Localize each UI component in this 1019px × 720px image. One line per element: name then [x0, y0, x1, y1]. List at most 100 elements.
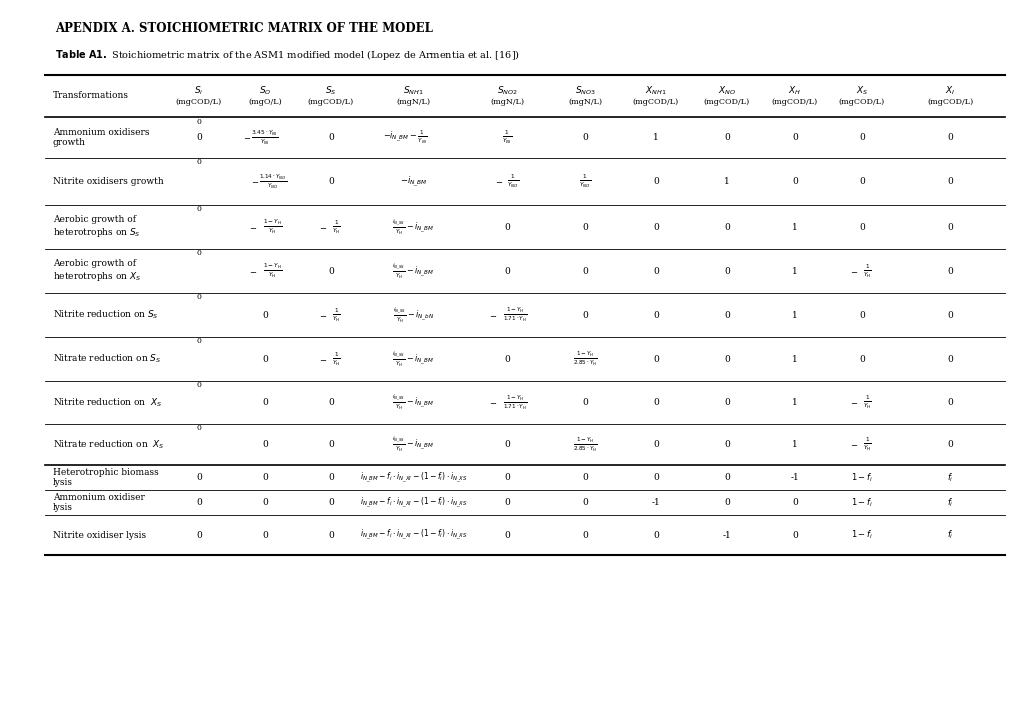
Text: 0: 0 — [723, 354, 730, 364]
Text: $\frac{1}{Y_H}$: $\frac{1}{Y_H}$ — [862, 394, 870, 411]
Text: (mgN/L): (mgN/L) — [490, 98, 524, 106]
Text: (mgCOD/L): (mgCOD/L) — [703, 98, 749, 106]
Text: $\frac{1}{Y_H}$: $\frac{1}{Y_H}$ — [862, 262, 870, 280]
Text: $-i_{N\_BM}$: $-i_{N\_BM}$ — [399, 174, 427, 189]
Text: 0: 0 — [582, 266, 587, 276]
Text: 1: 1 — [792, 440, 797, 449]
Text: $X_S$: $X_S$ — [855, 85, 867, 97]
Text: 0: 0 — [652, 310, 658, 320]
Text: 0: 0 — [197, 337, 201, 345]
Text: 0: 0 — [197, 249, 201, 257]
Text: 0: 0 — [262, 398, 268, 407]
Text: 0: 0 — [504, 531, 510, 539]
Text: $f_i$: $f_i$ — [947, 528, 953, 541]
Text: $-$: $-$ — [489, 398, 497, 407]
Text: 0: 0 — [652, 177, 658, 186]
Text: 0: 0 — [652, 266, 658, 276]
Text: $\frac{1}{Y_H}$: $\frac{1}{Y_H}$ — [331, 306, 340, 324]
Text: 1: 1 — [792, 266, 797, 276]
Text: (mgN/L): (mgN/L) — [568, 98, 601, 106]
Text: $S_{NO2}$: $S_{NO2}$ — [496, 85, 518, 97]
Text: Ammonium oxidiser
lysis: Ammonium oxidiser lysis — [53, 492, 145, 512]
Text: 1: 1 — [792, 222, 797, 232]
Text: -1: -1 — [790, 473, 799, 482]
Text: Nitrate reduction on $S_S$: Nitrate reduction on $S_S$ — [53, 353, 161, 365]
Text: (mgN/L): (mgN/L) — [396, 98, 430, 106]
Text: 0: 0 — [723, 398, 730, 407]
Text: 0: 0 — [947, 222, 953, 232]
Text: Nitrite reduction on $S_S$: Nitrite reduction on $S_S$ — [53, 309, 159, 321]
Text: $-$: $-$ — [319, 355, 327, 363]
Text: 0: 0 — [262, 354, 268, 364]
Text: 0: 0 — [947, 177, 953, 186]
Text: $-$: $-$ — [249, 267, 257, 275]
Text: $-$: $-$ — [249, 223, 257, 231]
Text: $i_{N\_BM}-f_i\cdot i_{N\_XI}-(1-f_i)\cdot i_{N\_XS}$: $i_{N\_BM}-f_i\cdot i_{N\_XI}-(1-f_i)\cd… — [360, 528, 467, 542]
Text: 0: 0 — [652, 222, 658, 232]
Text: $\frac{i_{N\_SS}}{Y_H}-i_{N\_BM}$: $\frac{i_{N\_SS}}{Y_H}-i_{N\_BM}$ — [392, 393, 434, 412]
Text: $\frac{i_{N\_SS}}{Y_H}-i_{N\_BM}$: $\frac{i_{N\_SS}}{Y_H}-i_{N\_BM}$ — [392, 349, 434, 369]
Text: 0: 0 — [262, 440, 268, 449]
Text: 0: 0 — [196, 498, 202, 507]
Text: $\frac{i_{N\_SS}}{Y_H}-i_{N\_bN}$: $\frac{i_{N\_SS}}{Y_H}-i_{N\_bN}$ — [392, 305, 434, 325]
Text: 0: 0 — [262, 473, 268, 482]
Text: -1: -1 — [651, 498, 659, 507]
Text: 0: 0 — [328, 177, 333, 186]
Text: (mgCOD/L): (mgCOD/L) — [632, 98, 679, 106]
Text: 0: 0 — [196, 531, 202, 539]
Text: 0: 0 — [197, 293, 201, 301]
Text: (mgCOD/L): (mgCOD/L) — [308, 98, 354, 106]
Text: 1: 1 — [792, 310, 797, 320]
Text: Transformations: Transformations — [53, 91, 128, 101]
Text: $i_{N\_BM}-f_i\cdot i_{N\_XI}-(1-f_i)\cdot i_{N\_XS}$: $i_{N\_BM}-f_i\cdot i_{N\_XI}-(1-f_i)\cd… — [360, 470, 467, 485]
Text: 0: 0 — [652, 398, 658, 407]
Text: $\bf{Table\ A1.}$ Stoichiometric matrix of the ASM1 modified model (Lopez de Arm: $\bf{Table\ A1.}$ Stoichiometric matrix … — [55, 48, 520, 62]
Text: 0: 0 — [582, 133, 587, 142]
Text: $1-f_i$: $1-f_i$ — [850, 496, 872, 509]
Text: 1: 1 — [652, 133, 658, 142]
Text: 0: 0 — [328, 498, 333, 507]
Text: 0: 0 — [504, 266, 510, 276]
Text: 0: 0 — [723, 222, 730, 232]
Text: 0: 0 — [197, 205, 201, 213]
Text: $X_{NO}$: $X_{NO}$ — [717, 85, 736, 97]
Text: 0: 0 — [582, 222, 587, 232]
Text: -1: -1 — [721, 531, 731, 539]
Text: 0: 0 — [652, 473, 658, 482]
Text: $f_i$: $f_i$ — [947, 472, 953, 484]
Text: 0: 0 — [723, 266, 730, 276]
Text: 0: 0 — [328, 133, 333, 142]
Text: Nitrite oxidiser lysis: Nitrite oxidiser lysis — [53, 531, 146, 539]
Text: 0: 0 — [504, 354, 510, 364]
Text: APENDIX A. STOICHIOMETRIC MATRIX OF THE MODEL: APENDIX A. STOICHIOMETRIC MATRIX OF THE … — [55, 22, 432, 35]
Text: 0: 0 — [858, 177, 864, 186]
Text: $\frac{i_{N\_SS}}{Y_H}-i_{N\_BM}$: $\frac{i_{N\_SS}}{Y_H}-i_{N\_BM}$ — [392, 435, 434, 454]
Text: $\frac{1-Y_H}{1.71\cdot Y_H}$: $\frac{1-Y_H}{1.71\cdot Y_H}$ — [502, 393, 527, 412]
Text: Aerobic growth of
heterotrophs on $S_S$: Aerobic growth of heterotrophs on $S_S$ — [53, 215, 141, 239]
Text: 0: 0 — [792, 133, 797, 142]
Text: $-$: $-$ — [849, 441, 857, 449]
Text: 0: 0 — [328, 531, 333, 539]
Text: $S_{NH1}$: $S_{NH1}$ — [403, 85, 424, 97]
Text: 0: 0 — [504, 440, 510, 449]
Text: $S_O$: $S_O$ — [259, 85, 271, 97]
Text: 0: 0 — [723, 473, 730, 482]
Text: 0: 0 — [328, 266, 333, 276]
Text: 0: 0 — [328, 473, 333, 482]
Text: $X_H$: $X_H$ — [788, 85, 801, 97]
Text: 1: 1 — [792, 354, 797, 364]
Text: $-$: $-$ — [489, 311, 497, 319]
Text: $\frac{1}{Y_H}$: $\frac{1}{Y_H}$ — [331, 350, 340, 368]
Text: 0: 0 — [858, 133, 864, 142]
Text: 0: 0 — [723, 310, 730, 320]
Text: Heterotrophic biomass
lysis: Heterotrophic biomass lysis — [53, 468, 159, 487]
Text: $\frac{1}{Y_{NO}}$: $\frac{1}{Y_{NO}}$ — [579, 173, 590, 190]
Text: 0: 0 — [723, 133, 730, 142]
Text: $S_{NO3}$: $S_{NO3}$ — [574, 85, 595, 97]
Text: $\frac{1}{Y_{NO}}$: $\frac{1}{Y_{NO}}$ — [507, 173, 519, 190]
Text: 0: 0 — [792, 177, 797, 186]
Text: $-$: $-$ — [849, 267, 857, 275]
Text: $\frac{3.45 \cdot Y_{NI}}{Y_{NI}}$: $\frac{3.45 \cdot Y_{NI}}{Y_{NI}}$ — [251, 128, 278, 147]
Text: $1-f_i$: $1-f_i$ — [850, 528, 872, 541]
Text: $\frac{1}{Y_H}$: $\frac{1}{Y_H}$ — [331, 218, 340, 235]
